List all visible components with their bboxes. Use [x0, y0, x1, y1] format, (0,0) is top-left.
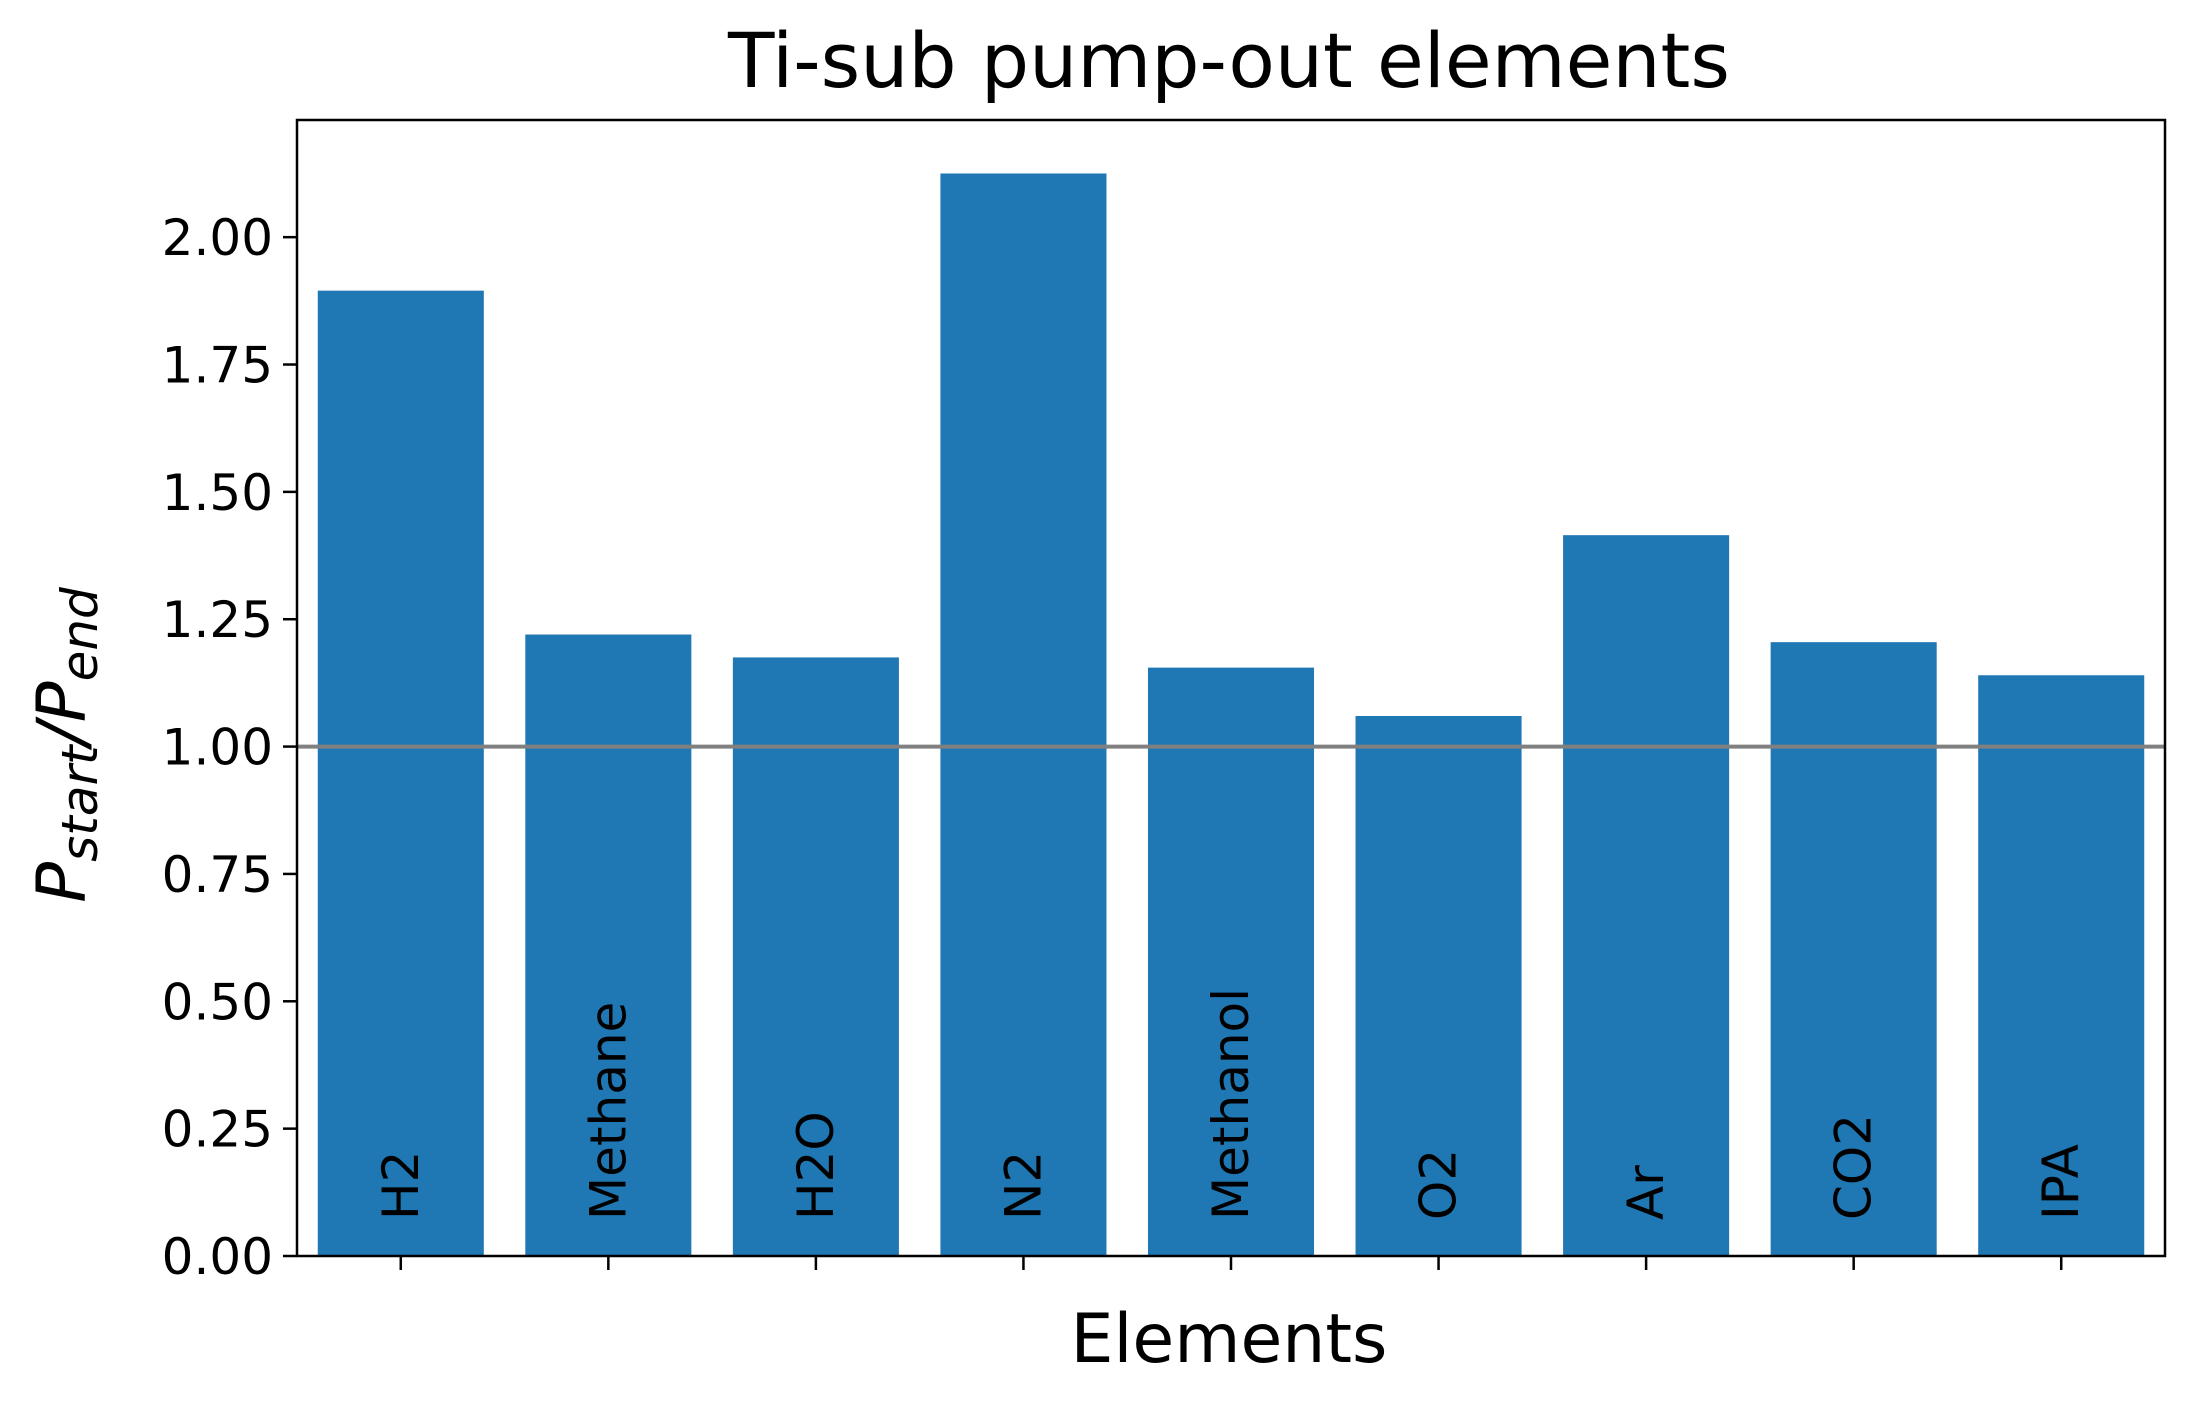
chart-title: Ti-sub pump-out elements [727, 16, 1730, 105]
y-tick-label: 0.00 [162, 1228, 273, 1286]
bar-methane [525, 634, 692, 1256]
bar-ar [1563, 535, 1730, 1256]
y-tick-label: 0.75 [162, 846, 273, 904]
y-tick-label: 0.25 [162, 1101, 273, 1159]
bar-o2 [1355, 716, 1522, 1256]
bar-methanol [1147, 667, 1315, 1256]
bar-label-methanol: Methanol [1202, 988, 1260, 1220]
bars [317, 173, 2145, 1257]
bar-label-n2: N2 [994, 1151, 1052, 1220]
bar-label-methane: Methane [579, 1002, 637, 1220]
y-axis-title: Pstart/Pend [23, 587, 109, 903]
bar-labels: H2 Methane H2O N2 Methanol O2 Ar CO2 IPA [372, 988, 2090, 1220]
bar-label-o2: O2 [1410, 1149, 1468, 1220]
bar-label-co2: CO2 [1825, 1114, 1883, 1220]
bar-co2 [1770, 642, 1937, 1256]
bar-n2 [940, 173, 1107, 1257]
y-tick-label: 2.00 [162, 209, 273, 267]
x-axis-ticks [399, 1256, 2063, 1270]
y-axis-title-sub2: end [51, 587, 109, 681]
bar-label-ar: Ar [1617, 1165, 1675, 1220]
y-axis-title-p2: P [23, 681, 102, 722]
bar-h2 [317, 290, 484, 1257]
bar-h2o [732, 657, 899, 1256]
x-axis-title: Elements [1071, 1300, 1388, 1379]
y-axis-title-p1: P [23, 862, 102, 903]
y-axis-ticks: 0.00 0.25 0.50 0.75 1.00 1.25 1.50 1.75 2.00 [162, 209, 297, 1286]
y-tick-label: 0.50 [162, 973, 273, 1031]
bar-label-h2o: H2O [787, 1111, 845, 1220]
y-tick-label: 1.00 [162, 719, 273, 777]
y-axis-title-sub1: start [51, 743, 109, 862]
bar-ipa [1978, 675, 2145, 1256]
bar-label-h2: H2 [372, 1151, 430, 1220]
y-tick-label: 1.25 [162, 591, 273, 649]
axes-frame [295, 118, 2167, 1258]
y-tick-label: 1.75 [162, 337, 273, 395]
y-tick-label: 1.50 [162, 464, 273, 522]
bar-label-ipa: IPA [2032, 1144, 2090, 1220]
